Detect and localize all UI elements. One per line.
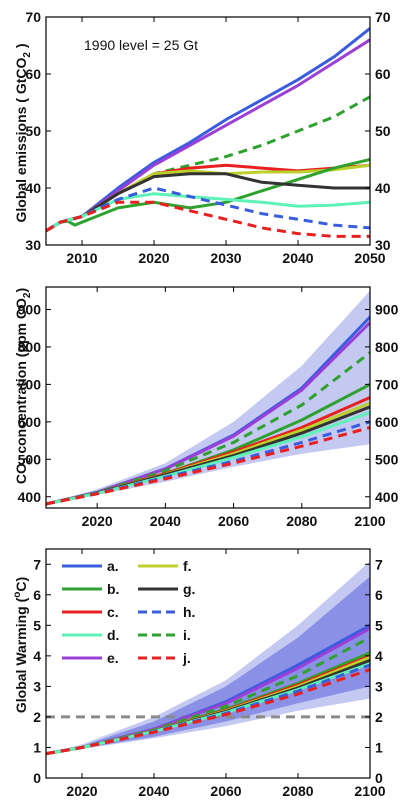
series-line-j	[46, 668, 370, 756]
y-tick-label-left: 7	[33, 556, 41, 572]
y-tick-label-left: 1	[33, 739, 41, 755]
concentration-panel: CO2 concentration (ppm CO2) 2020 2040 2060…	[13, 286, 399, 529]
x-tick-label: 2040	[138, 783, 169, 799]
emissions-annotation: 1990 level = 25 Gt	[84, 37, 198, 53]
y-tick-label-left: 600	[18, 414, 42, 430]
y-tick-label-right: 6	[375, 587, 383, 603]
y-tick-label-left: 500	[18, 451, 42, 467]
concentration-y-label: CO2 concentration (ppm CO2)	[13, 288, 33, 484]
legend-label-f: f.	[183, 558, 192, 574]
y-tick-label-left: 700	[18, 376, 42, 392]
uncertainty-band	[46, 290, 370, 504]
y-tick-label-left: 2	[33, 709, 41, 725]
y-tick-label-right: 0	[375, 770, 383, 786]
y-tick-label-right: 900	[375, 301, 399, 317]
x-tick-label: 2060	[210, 783, 241, 799]
y-tick-label-left: 40	[25, 180, 41, 196]
x-tick-label: 2020	[82, 513, 113, 529]
y-tick-label-left: 3	[33, 678, 41, 694]
y-tick-label-right: 400	[375, 489, 399, 505]
emissions-y-label: Global emissions ( GtCO2 )	[13, 43, 33, 222]
x-tick-label: 2020	[138, 250, 169, 266]
x-tick-label: 2100	[354, 513, 385, 529]
y-tick-label-left: 30	[25, 237, 41, 253]
x-tick-label: 2040	[282, 250, 313, 266]
y-tick-label-right: 60	[375, 66, 391, 82]
y-tick-label-left: 60	[25, 66, 41, 82]
y-tick-label-left: 4	[33, 648, 41, 664]
axes-frame	[45, 286, 371, 509]
y-tick-label-left: 900	[18, 301, 42, 317]
y-tick-label-left: 0	[33, 770, 41, 786]
x-tick-label: 2030	[210, 250, 241, 266]
x-tick-label: 2080	[282, 783, 313, 799]
plot-content	[46, 561, 370, 756]
legend: a. b. c. d. e. f. g. h. i. j.	[62, 558, 195, 666]
plot-area: 2020 2040 2060 2080 2100 400 400 500 500 600 600 70…	[18, 286, 399, 529]
series-line-d	[46, 411, 370, 506]
legend-label-g: g.	[183, 581, 195, 597]
x-tick-label: 2060	[218, 513, 249, 529]
plot-content	[46, 27, 370, 238]
x-tick-label: 2040	[150, 513, 181, 529]
x-tick-label: 2080	[286, 513, 317, 529]
x-tick-label: 2010	[66, 250, 97, 266]
y-tick-label-right: 700	[375, 376, 399, 392]
y-tick-label-left: 6	[33, 587, 41, 603]
axes-frame	[45, 548, 371, 779]
y-tick-label-right: 2	[375, 709, 383, 725]
emissions-panel: Global emissions ( GtCO2 ) 1990 level = …	[13, 9, 391, 266]
warming-y-label: Global Warming (oC)	[12, 577, 29, 713]
legend-label-c: c.	[107, 604, 119, 620]
y-tick-label-right: 70	[375, 9, 391, 25]
series-line-h	[46, 420, 370, 506]
legend-label-i: i.	[183, 627, 191, 643]
legend-label-e: e.	[107, 650, 119, 666]
y-tick-label-right: 500	[375, 451, 399, 467]
y-tick-label-right: 7	[375, 556, 383, 572]
legend-label-d: d.	[107, 627, 119, 643]
y-tick-label-left: 50	[25, 123, 41, 139]
x-tick-label: 2020	[66, 783, 97, 799]
y-tick-label-right: 50	[375, 123, 391, 139]
y-tick-label-left: 400	[18, 489, 42, 505]
series-line-j	[46, 200, 370, 238]
y-tick-label-right: 5	[375, 617, 383, 633]
x-tick-label: 2050	[354, 250, 385, 266]
y-tick-label-right: 40	[375, 180, 391, 196]
x-tick-label: 2100	[354, 783, 385, 799]
warming-panel: Global Warming (oC) 2020 2040 2060 2080 2100…	[12, 548, 386, 799]
y-tick-label-right: 800	[375, 339, 399, 355]
y-tick-label-left: 5	[33, 617, 41, 633]
legend-label-h: h.	[183, 604, 195, 620]
legend-label-a: a.	[107, 558, 119, 574]
legend-label-j: j.	[182, 650, 191, 666]
y-tick-label-right: 4	[375, 648, 383, 664]
legend-label-b: b.	[107, 581, 119, 597]
series-line-i	[46, 351, 370, 506]
y-tick-label-right: 30	[375, 237, 391, 253]
y-tick-label-right: 1	[375, 739, 383, 755]
uncertainty-band-outer	[46, 561, 370, 754]
series-line-b	[46, 158, 370, 233]
y-tick-label-left: 800	[18, 339, 42, 355]
y-tick-label-right: 3	[375, 678, 383, 694]
series-line-h	[46, 186, 370, 233]
series-line-j	[46, 426, 370, 506]
y-tick-label-right: 600	[375, 414, 399, 430]
y-tick-label-left: 70	[25, 9, 41, 25]
plot-content	[46, 290, 370, 506]
